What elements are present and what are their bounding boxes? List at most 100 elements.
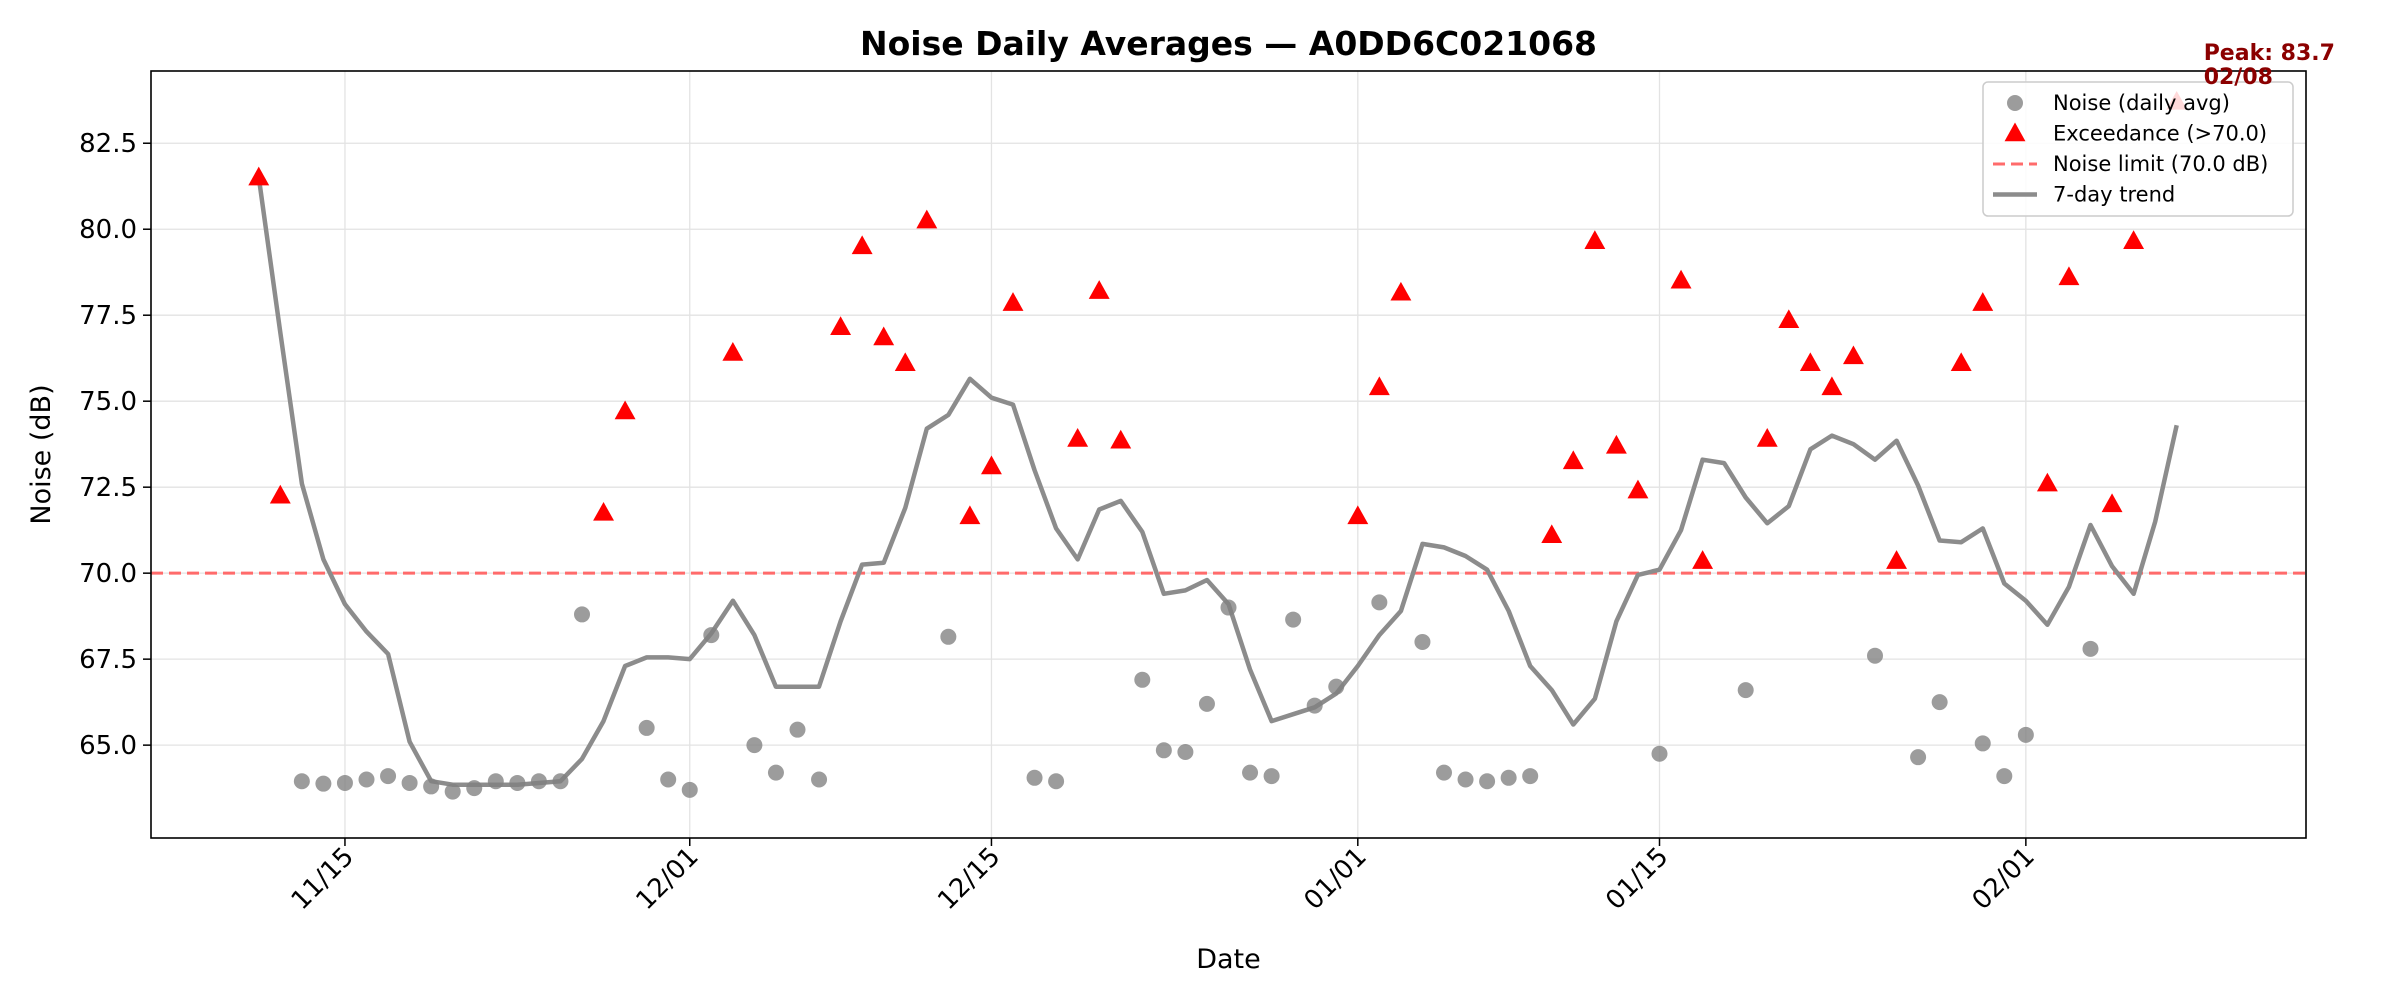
- noise-point: [1500, 769, 1517, 786]
- y-tick-label: 82.5: [79, 129, 137, 159]
- exceedance-point: [851, 235, 873, 255]
- noise-point: [2082, 640, 2099, 657]
- exceedance-point: [1670, 269, 1692, 289]
- exceedance-point: [894, 352, 916, 372]
- noise-point: [1651, 745, 1668, 762]
- noise-point: [1910, 749, 1927, 766]
- exceedance-point: [2036, 472, 2058, 492]
- exceedance-point: [614, 400, 636, 420]
- noise-point: [1026, 769, 1043, 786]
- exceedance-point: [1799, 352, 1821, 372]
- exceedance-point: [1368, 376, 1390, 396]
- noise-point: [336, 774, 353, 791]
- noise-point: [1414, 633, 1431, 650]
- exceedance-point: [1584, 230, 1606, 249]
- exceedance-point: [1347, 505, 1369, 525]
- exceedance-point: [1972, 292, 1994, 311]
- exceedance-point: [269, 484, 291, 504]
- y-tick-label: 80.0: [79, 215, 137, 245]
- noise-point: [509, 774, 526, 791]
- noise-point: [940, 628, 957, 645]
- exceedance-point: [722, 342, 744, 361]
- noise-point: [1522, 768, 1539, 785]
- peak-annotation-date: 02/08: [2204, 65, 2273, 90]
- y-tick-label: 75.0: [79, 387, 137, 417]
- exceedance-point: [1627, 479, 1649, 499]
- y-tick-label: 67.5: [79, 645, 137, 675]
- noise-point: [487, 773, 504, 790]
- noise-point: [1285, 611, 1302, 628]
- legend-noise-swatch: [2007, 95, 2023, 111]
- exceedance-point: [1390, 281, 1412, 301]
- noise-point: [1177, 744, 1194, 761]
- y-axis-label: Noise (dB): [26, 384, 57, 524]
- noise-point: [530, 773, 547, 790]
- exceedance-point: [830, 316, 852, 335]
- noise-point: [1306, 697, 1323, 714]
- noise-point: [423, 778, 440, 795]
- y-tick-label: 70.0: [79, 559, 137, 589]
- noise-point: [466, 780, 483, 797]
- exceedance-point: [2123, 230, 2145, 249]
- trend-layer: [256, 177, 2179, 787]
- exceedance-point: [1950, 352, 1972, 372]
- noise-point: [2017, 726, 2034, 743]
- noise-point: [574, 606, 590, 623]
- exceedance-point: [959, 505, 981, 525]
- noise-point: [1436, 764, 1452, 781]
- exceedance-point: [1067, 428, 1089, 447]
- noise-point: [1996, 768, 2013, 785]
- noise-point: [703, 627, 720, 644]
- noise-point: [1155, 742, 1172, 759]
- legend-exceedance-swatch: [2004, 122, 2026, 142]
- noise-point: [681, 781, 698, 798]
- noise-point: [1328, 678, 1345, 695]
- exceedance-point: [873, 326, 895, 346]
- noise-point: [660, 771, 677, 788]
- noise-point: [811, 771, 828, 788]
- exceedance-points-layer: [248, 90, 2188, 569]
- exceedance-point: [2101, 493, 2123, 513]
- plot-frame: [150, 70, 2307, 839]
- x-axis-label: Date: [1196, 944, 1261, 975]
- noise-points-layer: [293, 594, 2099, 800]
- grid-lines: [151, 71, 2306, 838]
- chart-title: Noise Daily Averages — A0DD6C021068: [860, 24, 1597, 63]
- exceedance-point: [2058, 266, 2080, 286]
- noise-point: [1931, 694, 1948, 711]
- exceedance-point: [981, 455, 1002, 475]
- noise-point: [1974, 735, 1991, 752]
- exceedance-point: [1605, 434, 1627, 454]
- exceedance-point: [1541, 524, 1563, 544]
- noise-point: [1198, 695, 1215, 712]
- exceedance-point: [1756, 428, 1778, 447]
- exceedance-point: [1778, 309, 1800, 329]
- y-tick-label: 65.0: [79, 731, 137, 761]
- exceedance-point: [1088, 280, 1110, 299]
- noise-point: [293, 773, 310, 790]
- noise-point: [380, 768, 397, 785]
- noise-point: [1737, 682, 1754, 699]
- legend-label: Noise (daily avg): [2053, 91, 2230, 115]
- noise-point: [638, 719, 655, 736]
- exceedance-point: [1692, 550, 1714, 569]
- noise-point: [767, 764, 784, 781]
- noise-point: [1479, 773, 1496, 790]
- noise-point: [315, 775, 332, 792]
- noise-point: [444, 783, 461, 800]
- y-tick-label: 77.5: [79, 301, 137, 331]
- noise-point: [1242, 764, 1259, 781]
- noise-point: [1263, 768, 1280, 785]
- legend: Noise (daily avg) Exceedance (>70.0) Noise…: [1982, 81, 2294, 217]
- legend-label: 7-day trend: [2053, 183, 2175, 207]
- exceedance-point: [248, 166, 270, 186]
- exceedance-point: [1886, 550, 1907, 569]
- noise-point: [789, 721, 806, 738]
- legend-box: [1982, 81, 2294, 217]
- noise-point: [1457, 771, 1474, 788]
- exceedance-point: [1843, 345, 1864, 365]
- y-tick-label: 72.5: [79, 473, 137, 503]
- noise-point: [1220, 599, 1237, 616]
- peak-annotation-value: Peak: 83.7: [2204, 41, 2335, 66]
- legend-label: Noise limit (70.0 dB): [2053, 152, 2268, 176]
